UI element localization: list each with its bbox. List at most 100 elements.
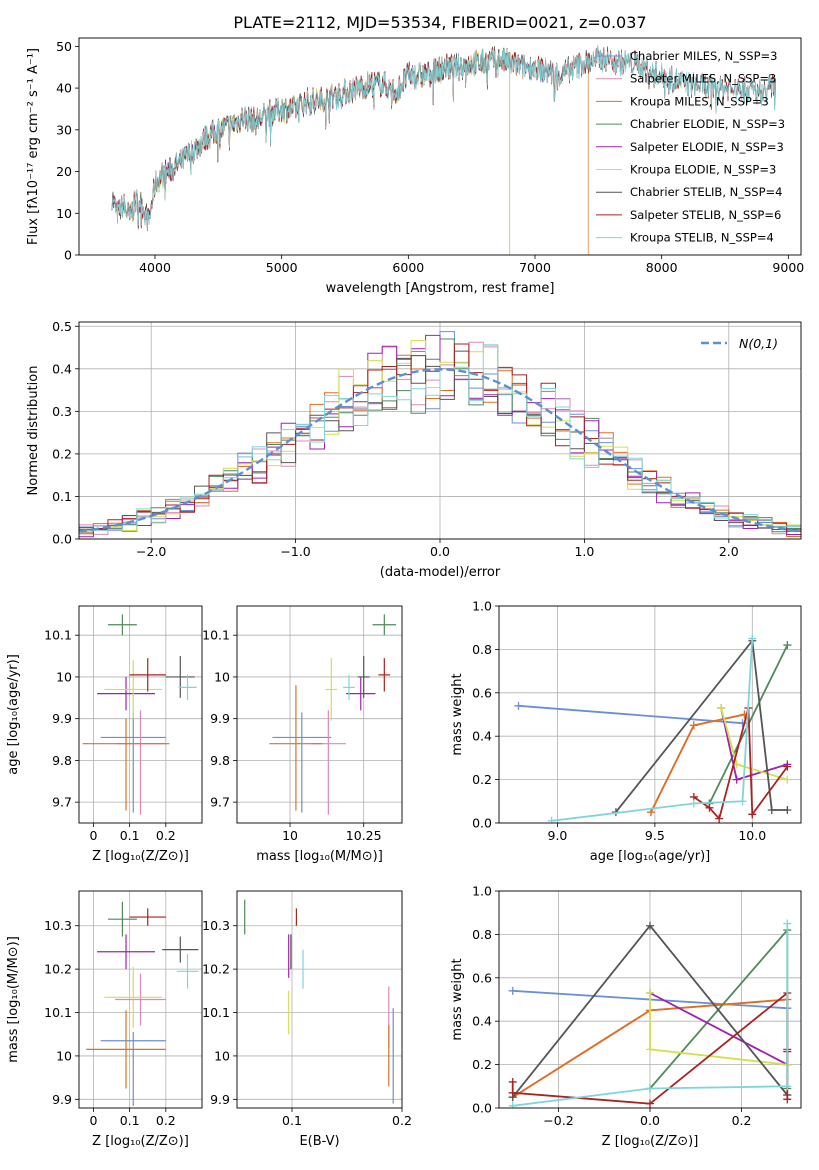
y-tick-label: 0.2: [472, 1057, 492, 1072]
y-tick-label: 0.1: [52, 489, 72, 504]
weight-marker: [689, 799, 698, 808]
weight-marker: [646, 1099, 654, 1108]
y-tick-label: 10.2: [44, 962, 72, 977]
x-tick-label: 0: [89, 1113, 97, 1128]
legend-label: Salpeter ELODIE, N_SSP=3: [630, 140, 784, 154]
histogram-8: [79, 344, 801, 539]
weight-marker: [738, 797, 747, 806]
y-tick-label: 10: [214, 669, 230, 684]
y-axis-label: age [log₁₀(age/yr)]: [6, 654, 21, 775]
weight-marker: [705, 803, 714, 812]
y-tick-label: 0.0: [472, 1101, 492, 1116]
panel-residuals: −2.0 −1.0 0.0 1.0 2.0 0.0 0.1 0.2 0.3 0.4 0.5 (data…: [26, 319, 802, 580]
weight-line-8: [512, 923, 789, 1107]
weight-marker: [547, 816, 556, 823]
gaussian-curve: [79, 368, 801, 533]
x-tick-label: 10.0: [738, 828, 766, 843]
y-tick-label: 0.0: [472, 816, 492, 831]
weight-line-7: [693, 707, 789, 821]
panel-spectrum: 4000 5000 6000 7000 8000 9000 0 10 20 30 40 50 wavel…: [26, 37, 804, 296]
y-tick-label: 9.8: [52, 753, 72, 768]
figure-title: PLATE=2112, MJD=53534, FIBERID=0021, z=0…: [233, 13, 646, 32]
y-tick-label: 0.5: [52, 319, 72, 334]
legend-label: Kroupa STELIB, N_SSP=4: [630, 231, 774, 245]
x-axis-label: age [log₁₀(age/yr)]: [590, 849, 711, 864]
x-tick-label: 8000: [646, 260, 678, 275]
y-tick-label: 0.4: [52, 361, 72, 376]
y-tick-label: 0.4: [472, 1014, 492, 1029]
axes-frame: [498, 605, 802, 824]
weight-marker: [508, 1088, 517, 1097]
y-tick-label: 40: [56, 81, 72, 96]
x-axis-label: mass [log₁₀(M/M⊙)]: [256, 849, 383, 864]
x-axis-label: wavelength [Angstrom, rest frame]: [326, 281, 555, 296]
y-tick-label: 10: [56, 206, 72, 221]
y-tick-label: 10.1: [202, 628, 230, 643]
weight-marker: [715, 814, 724, 823]
spectrum-line-0: [111, 45, 593, 230]
plot-area-mass-vs-Z: [86, 901, 199, 1106]
y-tick-label: 10: [56, 1048, 72, 1063]
y-tick-label: 10.1: [202, 1005, 230, 1020]
x-axis-label: (data-model)/error: [380, 565, 501, 580]
y-tick-label: 1.0: [472, 884, 492, 899]
plot-area-spectrum: [111, 44, 777, 255]
y-tick-label: 0.6: [472, 970, 492, 985]
y-tick-label: 10.3: [44, 918, 72, 933]
y-tick-label: 10: [56, 669, 72, 684]
legend-label: Kroupa MILES, N_SSP=3: [630, 94, 769, 108]
panel-mass-vs-ebv: 0.1 0.2 9.9 10 10.1 10.2 10.3 E(B-V): [202, 890, 412, 1149]
y-tick-label: 0.0: [52, 532, 72, 547]
x-tick-label: 1.0: [574, 544, 594, 559]
weight-marker: [783, 805, 792, 814]
y-axis-label: Flux [fλ10⁻¹⁷ erg cm⁻² s⁻¹ A⁻¹]: [26, 48, 41, 245]
x-tick-label: 10: [282, 828, 298, 843]
y-tick-label: 9.9: [52, 711, 72, 726]
y-tick-label: 9.9: [210, 1092, 230, 1107]
axes-frame: [236, 890, 403, 1109]
x-tick-label: 0.2: [392, 1113, 412, 1128]
x-tick-label: −1.0: [280, 544, 310, 559]
plot-area-age-vs-mass: [269, 614, 397, 815]
x-tick-label: −0.2: [543, 1113, 573, 1128]
x-tick-label: 0.0: [640, 1113, 660, 1128]
weight-marker: [783, 1082, 792, 1091]
weight-marker: [783, 641, 792, 650]
plot-area-residuals: [79, 331, 801, 539]
x-tick-label: 0.0: [430, 544, 450, 559]
weight-marker: [646, 1045, 654, 1054]
y-tick-label: 20: [56, 164, 72, 179]
weight-marker: [748, 634, 757, 643]
x-axis-label: E(B-V): [299, 1134, 339, 1149]
y-tick-label: 0.8: [472, 927, 492, 942]
legend-label: N(0,1): [739, 336, 778, 351]
axes-frame: [78, 890, 203, 1109]
x-tick-label: 7000: [519, 260, 551, 275]
weight-marker: [783, 762, 792, 771]
weight-marker: [732, 775, 741, 784]
plot-layer: 4000 5000 6000 7000 8000 9000 0 10 20 30 40 50 wavel…: [6, 37, 804, 1149]
x-tick-label: 0.1: [282, 1113, 302, 1128]
y-tick-label: 0.8: [472, 642, 492, 657]
x-tick-label: 10.25: [346, 828, 382, 843]
y-tick-label: 10.3: [202, 918, 230, 933]
legend-label: Chabrier ELODIE, N_SSP=3: [630, 117, 785, 131]
weight-marker: [508, 986, 517, 995]
y-tick-label: 10.2: [202, 962, 230, 977]
weight-marker: [717, 703, 726, 712]
spectrum-line-1: [111, 46, 593, 229]
weight-marker: [646, 988, 654, 997]
legend-label: Chabrier MILES, N_SSP=3: [630, 49, 777, 63]
x-axis-label: Z [log₁₀(Z/Z⊙)]: [92, 1134, 189, 1149]
y-tick-label: 1.0: [472, 599, 492, 614]
y-tick-label: 0.4: [472, 729, 492, 744]
legend-label: Chabrier STELIB, N_SSP=4: [630, 185, 782, 199]
plot-area-weight-vs-Z: [508, 919, 792, 1108]
panel-age-vs-mass: 10 10.25 9.7 9.8 9.9 10 10.1 mass [log₁₀(M/M⊙)]: [202, 605, 403, 864]
axes-frame: [236, 605, 403, 824]
y-tick-label: 9.7: [210, 795, 230, 810]
weight-marker: [508, 1101, 517, 1108]
y-tick-label: 0.2: [52, 446, 72, 461]
weight-marker: [783, 919, 792, 928]
